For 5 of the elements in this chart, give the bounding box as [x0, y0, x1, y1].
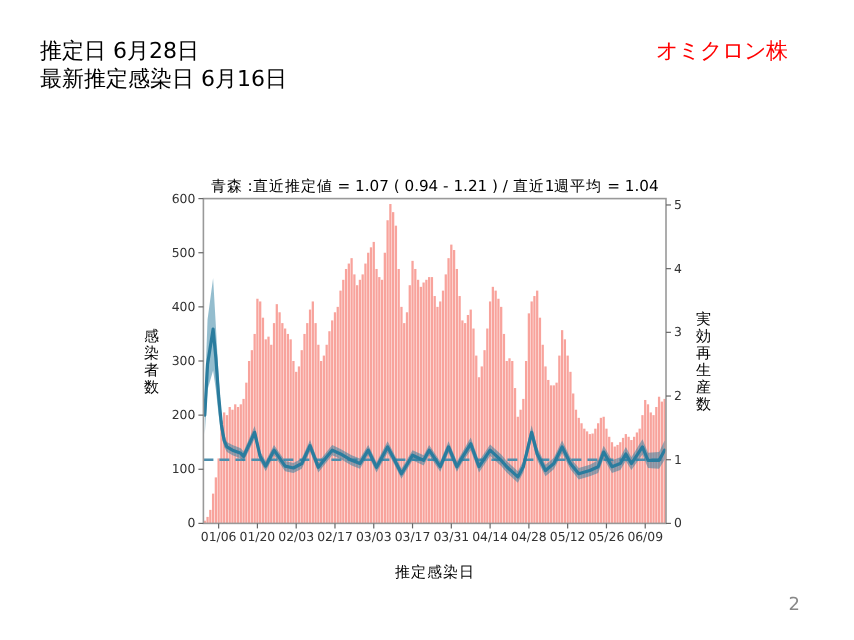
- text: 推定日 6月28日: [40, 38, 199, 64]
- line-series: [203, 327, 667, 479]
- text: 最新推定感染日 6月16日: [40, 66, 287, 92]
- text: 2: [788, 596, 800, 616]
- text: オミクロン株: [656, 38, 788, 64]
